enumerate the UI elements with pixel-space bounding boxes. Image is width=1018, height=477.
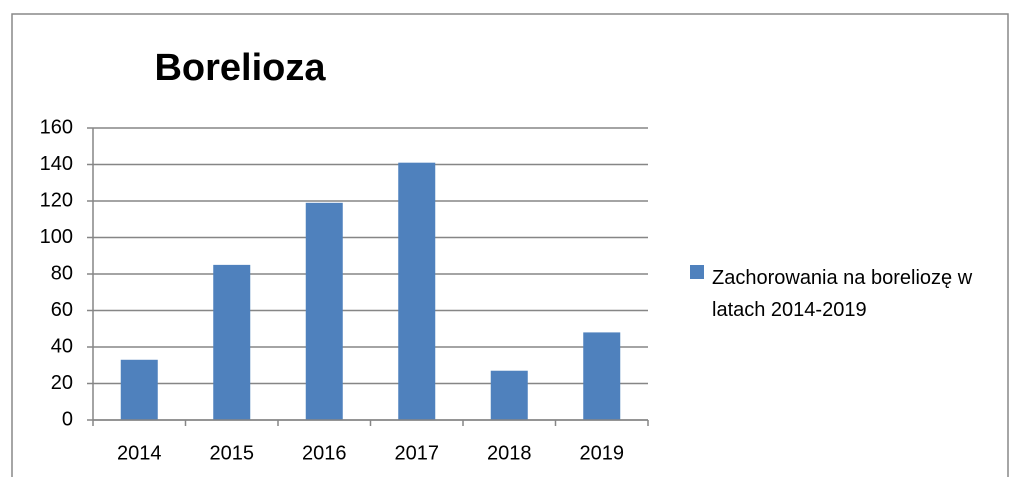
x-tick-label: 2016 [302,442,347,464]
x-tick-label: 2015 [210,442,255,464]
chart-title: Borelioza [154,47,326,89]
x-tick-label: 2017 [395,442,440,464]
y-tick-label: 80 [51,262,73,284]
x-tick-label: 2018 [487,442,532,464]
bar [583,332,621,420]
y-tick-label: 60 [51,299,73,321]
chart-frame [11,13,1009,477]
legend-label: Zachorowania na boreliozę w latach 2014-… [712,267,973,321]
y-tick-label: 20 [51,372,73,394]
bar [213,264,251,420]
bar [120,359,158,420]
y-tick-label: 0 [62,408,73,430]
y-tick-label: 100 [40,226,73,248]
bar [305,202,343,420]
y-tick-label: 140 [40,153,73,175]
y-tick-label: 160 [40,116,73,138]
bar [490,370,528,420]
x-tick-label: 2019 [580,442,625,464]
y-tick-label: 40 [51,335,73,357]
x-tick-label: 2014 [117,442,162,464]
legend-marker [690,265,704,279]
y-tick-label: 120 [40,189,73,211]
bar [398,162,436,421]
